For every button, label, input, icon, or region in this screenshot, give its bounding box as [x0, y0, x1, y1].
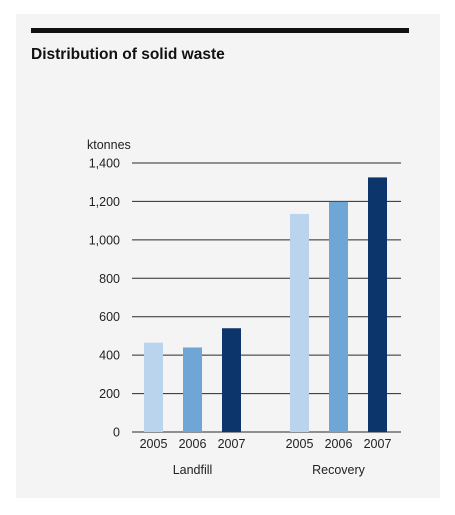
y-tick-label: 600 [99, 310, 120, 324]
gridlines [132, 162, 401, 433]
x-tick-label: 2007 [218, 437, 246, 451]
x-tick-label: 2005 [286, 437, 314, 451]
bar [183, 347, 202, 432]
group-label: Landfill [173, 463, 213, 477]
bar [222, 328, 241, 432]
x-tick-label: 2007 [364, 437, 392, 451]
y-tick-label: 1,200 [89, 195, 120, 209]
y-tick-label: 1,400 [89, 157, 120, 171]
x-tick-labels: 2005 2006 2007 2005 2006 2007 [140, 437, 392, 451]
group-label: Recovery [312, 463, 366, 477]
bar [329, 201, 348, 432]
bars [144, 177, 387, 432]
x-tick-label: 2005 [140, 437, 168, 451]
bar [144, 342, 163, 432]
bar [290, 213, 309, 432]
y-tick-labels: 0 200 400 600 800 1,000 1,200 1,400 [89, 157, 120, 440]
y-tick-label: 200 [99, 387, 120, 401]
y-tick-label: 1,000 [89, 233, 120, 247]
y-tick-label: 400 [99, 349, 120, 363]
chart-title: Distribution of solid waste [31, 46, 225, 63]
x-tick-label: 2006 [325, 437, 353, 451]
bar [368, 177, 387, 432]
x-tick-label: 2006 [179, 437, 207, 451]
y-tick-label: 800 [99, 272, 120, 286]
group-labels: Landfill Recovery [173, 463, 366, 477]
title-rule [31, 28, 409, 33]
y-axis-label: ktonnes [87, 138, 131, 152]
y-tick-label: 0 [113, 426, 120, 440]
